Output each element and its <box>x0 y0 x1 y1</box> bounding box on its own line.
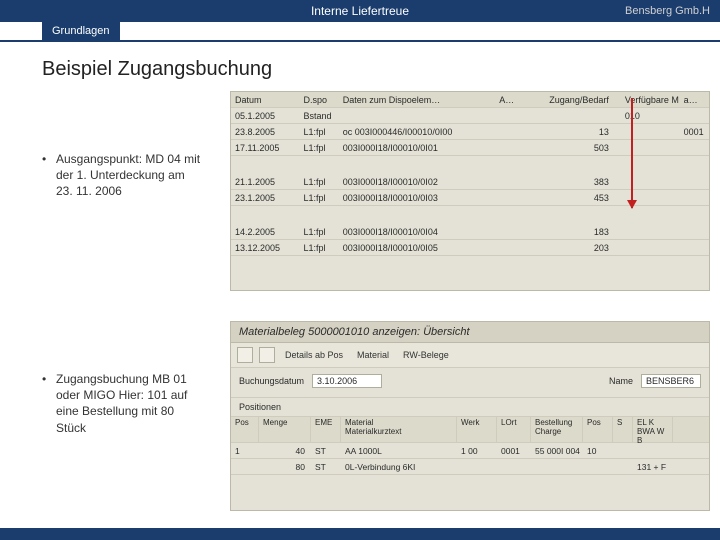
toolbar-icon[interactable] <box>259 347 275 363</box>
tab-row: Grundlagen <box>0 22 720 42</box>
name-label: Name <box>609 376 633 386</box>
col-avail: Verfügbare M… <box>621 95 680 105</box>
date-field[interactable]: 3.10.2006 <box>312 374 382 388</box>
col-qty: Zugang/Bedarf <box>513 95 621 105</box>
toolbar-label[interactable]: Material <box>353 350 393 360</box>
toolbar-icon[interactable] <box>237 347 253 363</box>
toolbar-label[interactable]: Details ab Pos <box>281 350 347 360</box>
positions-label: Positionen <box>231 398 709 417</box>
date-label: Buchungsdatum <box>239 376 304 386</box>
md04-panel: Datum D.spo Daten zum Dispoelem… A… Zuga… <box>230 91 710 291</box>
header-title: Interne Liefertreue <box>311 0 409 22</box>
md04-header-row: Datum D.spo Daten zum Dispoelem… A… Zuga… <box>231 92 709 108</box>
col-elem: Daten zum Dispoelem… <box>339 95 496 105</box>
table-row: 05.1.2005 Bstand 010 <box>231 108 709 124</box>
toolbar-label[interactable]: RW-Belege <box>399 350 453 360</box>
table-row: 23.8.2005L1:fploc 003I000446/I00010/0I00… <box>231 124 709 140</box>
table-row: 140STAA 1000L1 00000155 000I 00410 <box>231 443 709 459</box>
page-title: Beispiel Zugangsbuchung <box>0 42 720 91</box>
footer-bar <box>0 528 720 540</box>
header-bar: Interne Liefertreue Bensberg Gmb.H <box>0 0 720 22</box>
table-row: 23.1.2005L1:fpl003I000I18/I00010/0I03453 <box>231 190 709 206</box>
matdoc-panel: Materialbeleg 5000001010 anzeigen: Übers… <box>230 321 710 511</box>
col-a: A… <box>495 95 513 105</box>
matdoc-columns: Pos Menge EME Material Materialkurztext … <box>231 417 709 443</box>
header-company: Bensberg Gmb.H <box>625 0 710 22</box>
spacer <box>231 206 709 224</box>
col-last: a… <box>680 95 709 105</box>
table-row: 80ST0L-Verbindung 6KI131 + F <box>231 459 709 475</box>
matdoc-title: Materialbeleg 5000001010 anzeigen: Übers… <box>231 322 709 343</box>
table-row: 14.2.2005L1:fpl003I000I18/I00010/0I04183 <box>231 224 709 240</box>
name-field: BENSBER6 <box>641 374 701 388</box>
bullet-1-wrap: Ausgangspunkt: MD 04 mit der 1. Unterdec… <box>42 151 202 200</box>
bullet-1: Ausgangspunkt: MD 04 mit der 1. Unterdec… <box>42 151 202 200</box>
table-row: 21.1.2005L1:fpl003I000I18/I00010/0I02383 <box>231 174 709 190</box>
content-area: Ausgangspunkt: MD 04 mit der 1. Unterdec… <box>0 91 720 531</box>
matdoc-toolbar: Details ab Pos Material RW-Belege <box>231 343 709 368</box>
table-row: 13.12.2005L1:fpl003I000I18/I00010/0I0520… <box>231 240 709 256</box>
table-row: 17.11.2005L1:fpl003I000I18/I00010/0I0150… <box>231 140 709 156</box>
bullet-2: Zugangsbuchung MB 01 oder MIGO Hier: 101… <box>42 371 202 436</box>
tab-grundlagen[interactable]: Grundlagen <box>42 22 120 42</box>
red-arrow <box>631 98 633 208</box>
bullet-2-wrap: Zugangsbuchung MB 01 oder MIGO Hier: 101… <box>42 371 202 436</box>
col-date: Datum <box>231 95 300 105</box>
matdoc-form: Buchungsdatum 3.10.2006 Name BENSBER6 <box>231 368 709 398</box>
spacer <box>231 156 709 174</box>
col-dispo: D.spo <box>300 95 339 105</box>
